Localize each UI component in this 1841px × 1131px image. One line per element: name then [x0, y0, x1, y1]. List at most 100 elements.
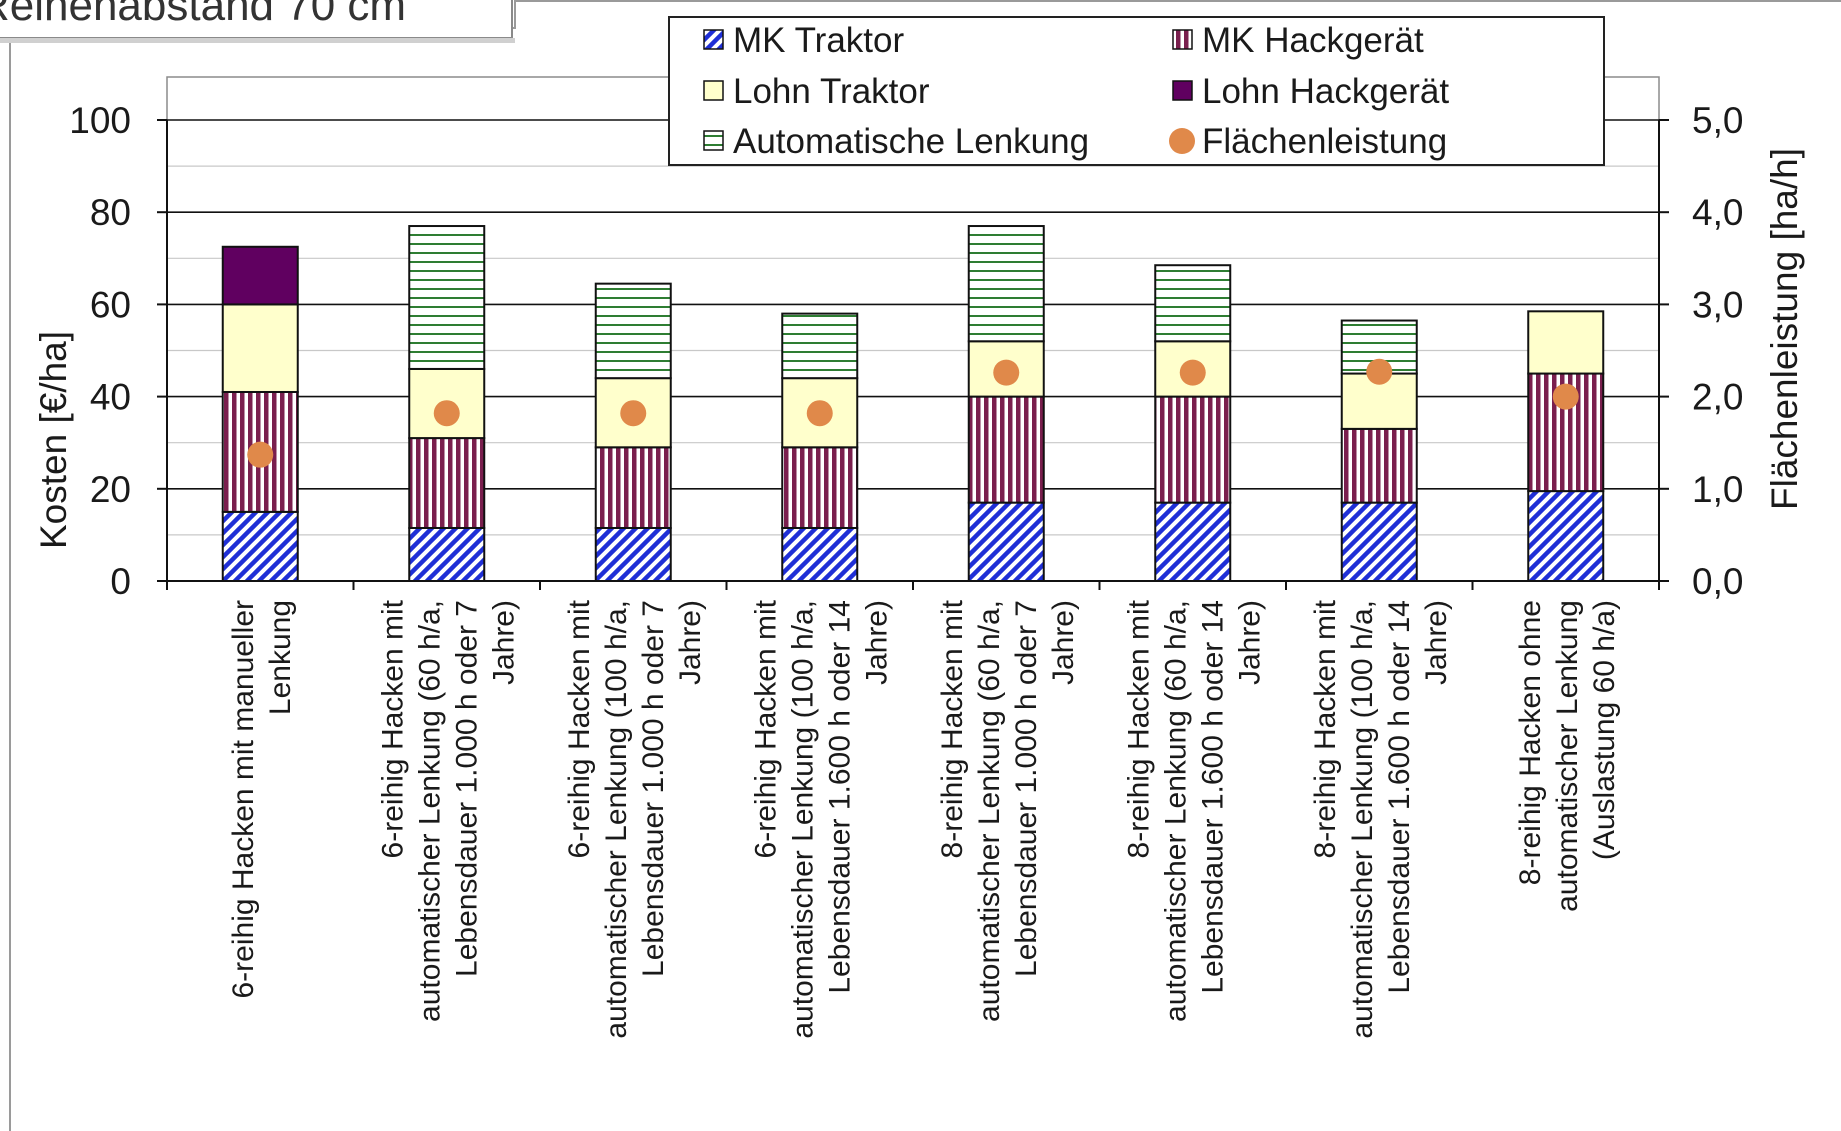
- y2-tick-label: 5,0: [1692, 100, 1743, 141]
- category-label: 6-reihig Hacken mit automatischer Lenkung…: [376, 599, 520, 1022]
- bar-segment-mk-traktor: [1340, 501, 1418, 583]
- legend-swatch-mk-traktor: [703, 29, 724, 50]
- category-label: 8-reihig Hacken ohne automatischer Lenkun…: [1514, 600, 1621, 912]
- flaechenleistung-marker: [1552, 383, 1579, 410]
- y2-tick-label: 3,0: [1692, 284, 1743, 325]
- legend-swatch-fl-chenleistung: [1169, 128, 1195, 154]
- bar-segment-automatische-lenkung: [967, 225, 1045, 343]
- y2-tick-label: 4,0: [1692, 192, 1743, 233]
- category-label-line: (Auslastung 60 h/a): [1588, 600, 1621, 860]
- bars: [221, 225, 1605, 583]
- category-labels: 6-reihig Hacken mit manueller Lenkung 6-re…: [227, 599, 1621, 1038]
- flaechenleistung-marker: [247, 441, 274, 468]
- category-label: 8-reihig Hacken mit automatischer Lenkung…: [1122, 599, 1266, 1022]
- category-label-line: Lenkung: [264, 600, 297, 715]
- category-label-line: Lebensdauer 1.000 h oder 7: [1010, 600, 1043, 977]
- category-label: 6-reihig Hacken mit automatischer Lenkung…: [749, 599, 893, 1038]
- bar-segment-automatische-lenkung: [1154, 264, 1232, 343]
- category-label-line: 8-reihig Hacken ohne: [1514, 600, 1547, 885]
- bar-segment-mk-hackger-t: [594, 446, 672, 529]
- y-tick-label: 20: [90, 469, 131, 510]
- y2-axis-ticks: 0,0 1,0 2,0 3,0 4,0 5,0: [1659, 100, 1743, 602]
- bar-segment-mk-hackger-t: [1154, 395, 1232, 504]
- y2-axis-title: Flächenleistung [ha/h]: [1764, 148, 1805, 510]
- bar-segment-lohn-traktor: [1527, 310, 1605, 375]
- category-label-line: Jahre): [487, 600, 520, 685]
- flaechenleistung-marker: [620, 400, 647, 427]
- outer-frame: [9, 0, 1841, 1131]
- flaechenleistung-marker: [1366, 358, 1393, 385]
- legend-label-fl-chenleistung: Flächenleistung: [1202, 122, 1447, 161]
- category-label: 6-reihig Hacken mit automatischer Lenkung…: [563, 599, 707, 1038]
- category-label-line: Jahre): [1420, 600, 1453, 685]
- category-label: 8-reihig Hacken mit automatischer Lenkung…: [936, 599, 1080, 1022]
- category-label-line: Jahre): [674, 600, 707, 685]
- bar-segment-automatische-lenkung: [1340, 319, 1418, 375]
- category-label-line: Lebensdauer 1.600 h oder 14: [1196, 600, 1229, 994]
- flaechenleistung-marker: [433, 400, 460, 427]
- bar-segment-automatische-lenkung: [781, 312, 859, 380]
- legend: MK Traktor MK Hackgerät Lohn Traktor Lohn H…: [668, 16, 1605, 166]
- bar-segment-automatische-lenkung: [408, 225, 486, 370]
- category-label-line: Jahre): [1233, 600, 1266, 685]
- category-label-line: 6-reihig Hacken mit: [749, 599, 782, 858]
- category-label-line: automatischer Lenkung (100 h/a,: [786, 600, 819, 1039]
- category-label-line: 6-reihig Hacken mit: [376, 599, 409, 858]
- category-label-line: 8-reihig Hacken mit: [1309, 599, 1342, 858]
- category-label-line: Lebensdauer 1.000 h oder 7: [450, 600, 483, 977]
- category-label-line: Lebensdauer 1.600 h oder 14: [823, 600, 856, 994]
- bar-segment-mk-traktor: [221, 510, 299, 583]
- legend-label-automatische-lenkung: Automatische Lenkung: [733, 122, 1089, 161]
- bar-segment-mk-hackger-t: [967, 395, 1045, 504]
- axes: [166, 120, 1660, 590]
- bar-segment-mk-hackger-t: [408, 437, 486, 529]
- y-tick-label: 100: [69, 100, 131, 141]
- category-label-line: Lebensdauer 1.600 h oder 14: [1383, 600, 1416, 994]
- category-label-line: Lebensdauer 1.000 h oder 7: [637, 600, 670, 977]
- bar-segment-mk-traktor: [408, 526, 486, 582]
- bar-segment-automatische-lenkung: [594, 282, 672, 380]
- y-tick-label: 80: [90, 192, 131, 233]
- legend-label-mk-traktor: MK Traktor: [733, 21, 904, 60]
- chart-title: Reihenabstand 70 cm: [0, 0, 406, 30]
- chart-title-box: Reihenabstand 70 cm: [0, 0, 515, 43]
- category-label-line: automatischer Lenkung (60 h/a,: [1159, 600, 1192, 1022]
- category-label-line: 8-reihig Hacken mit: [936, 599, 969, 858]
- category-label-line: automatischer Lenkung (60 h/a,: [973, 600, 1006, 1022]
- category-label-line: automatischer Lenkung (60 h/a,: [413, 600, 446, 1022]
- legend-swatch-automatische-lenkung: [703, 130, 724, 151]
- category-label-line: 8-reihig Hacken mit: [1122, 599, 1155, 858]
- category-label-line: Jahre): [860, 600, 893, 685]
- legend-label-lohn-hackger-t: Lohn Hackgerät: [1202, 72, 1449, 111]
- category-label-line: automatischer Lenkung (100 h/a,: [1346, 600, 1379, 1039]
- legend-label-lohn-traktor: Lohn Traktor: [733, 72, 930, 111]
- category-label: 6-reihig Hacken mit manueller Lenkung: [227, 600, 297, 999]
- category-label: 8-reihig Hacken mit automatischer Lenkung…: [1309, 599, 1453, 1038]
- y-tick-label: 60: [90, 284, 131, 325]
- bar-segment-mk-traktor: [594, 526, 672, 582]
- y2-tick-label: 0,0: [1692, 561, 1743, 602]
- legend-label-mk-hackger-t: MK Hackgerät: [1202, 21, 1424, 60]
- bar-segment-lohn-traktor: [221, 303, 299, 393]
- bar-segment-lohn-hackger-t: [221, 245, 299, 306]
- flaechenleistung-marker: [1179, 359, 1206, 386]
- flaechenleistung-marker: [806, 400, 833, 427]
- bar-segment-mk-hackger-t: [781, 446, 859, 529]
- y-tick-label: 40: [90, 377, 131, 418]
- legend-swatch-lohn-traktor: [703, 80, 724, 101]
- y-axis-ticks: 0 20 40 60 80 100: [69, 100, 167, 602]
- bar-segment-mk-traktor: [781, 526, 859, 582]
- category-label-line: 6-reihig Hacken mit manueller: [227, 600, 260, 999]
- legend-swatch-mk-hackger-t: [1172, 29, 1193, 50]
- bar-segment-mk-traktor: [967, 501, 1045, 583]
- bar-segment-mk-traktor: [1154, 501, 1232, 583]
- flaechenleistung-markers: [247, 358, 1579, 468]
- y2-tick-label: 1,0: [1692, 469, 1743, 510]
- bar-segment-mk-hackger-t: [1340, 427, 1418, 504]
- y-axis-title: Kosten [€/ha]: [33, 331, 74, 549]
- category-label-line: automatischer Lenkung (100 h/a,: [600, 600, 633, 1039]
- y-tick-label: 0: [110, 561, 131, 602]
- category-label-line: automatischer Lenkung: [1551, 600, 1584, 912]
- category-label-line: Jahre): [1047, 600, 1080, 685]
